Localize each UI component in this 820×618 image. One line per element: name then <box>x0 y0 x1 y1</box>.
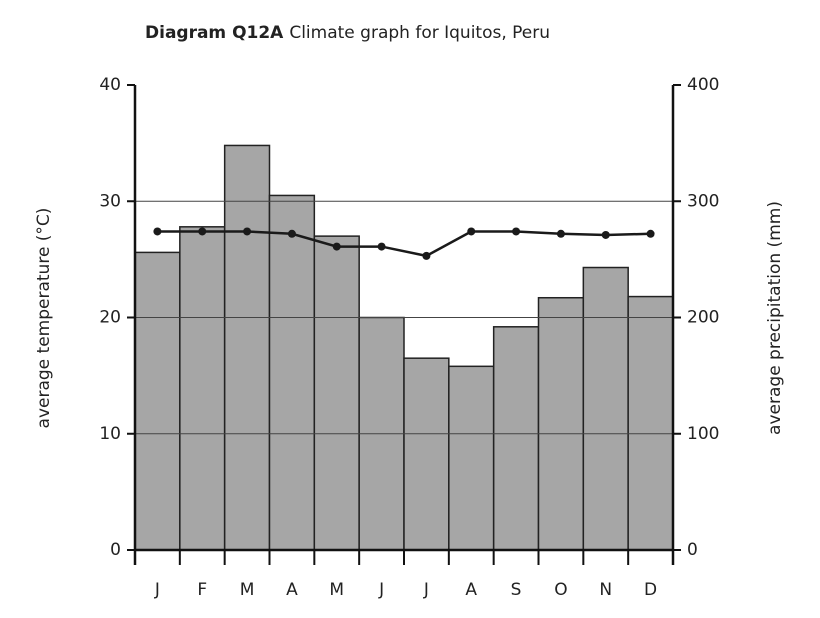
chart-title: Diagram Q12A Climate graph for Iquitos, P… <box>145 23 550 43</box>
x-tick-label: A <box>465 580 477 600</box>
y-tick-label: 0 <box>110 540 121 560</box>
temperature-point <box>287 229 296 238</box>
bar <box>179 226 226 551</box>
y-tick-label: 10 <box>99 424 121 444</box>
temperature-point <box>556 229 565 238</box>
title-text: Climate graph for Iquitos, Peru <box>289 23 550 43</box>
title-label: Diagram Q12A <box>145 23 284 43</box>
temperature-point <box>377 242 386 251</box>
bar <box>627 295 674 551</box>
x-tick-label: M <box>329 580 344 600</box>
bar <box>448 365 495 551</box>
x-tick-label: D <box>644 580 657 600</box>
temperature-point <box>512 227 521 236</box>
bar <box>582 266 629 551</box>
y-tick-label: 40 <box>99 75 121 95</box>
temperature-point <box>198 227 207 236</box>
bar <box>268 194 316 551</box>
temperature-point <box>243 227 252 236</box>
y-axis-label: average temperature (°C) <box>34 208 54 429</box>
y-tick-label: 30 <box>99 191 121 211</box>
y2-tick-label: 200 <box>687 308 719 328</box>
y2-tick-label: 100 <box>687 424 719 444</box>
x-tick-label: N <box>599 580 612 600</box>
bar <box>134 251 181 551</box>
x-tick-label: F <box>197 580 207 600</box>
x-tick-label: M <box>240 580 255 600</box>
temperature-point <box>153 227 162 236</box>
bar <box>223 144 271 551</box>
bar <box>313 235 360 551</box>
x-tick-label: J <box>154 580 160 600</box>
x-tick-label: J <box>378 580 384 600</box>
y-tick-label: 20 <box>99 308 121 328</box>
x-tick-label: O <box>554 580 567 600</box>
x-tick-label: J <box>423 580 429 600</box>
temperature-point <box>467 227 476 236</box>
temperature-line <box>157 230 651 258</box>
y2-axis-label: average precipitation (mm) <box>765 201 785 435</box>
temperature-point <box>601 230 610 239</box>
bar <box>403 357 450 551</box>
x-tick-label: A <box>286 580 298 600</box>
temperature-point <box>332 242 341 251</box>
bar <box>492 326 540 551</box>
y2-tick-label: 400 <box>687 75 719 95</box>
bar <box>537 296 585 551</box>
y2-tick-label: 300 <box>687 191 719 211</box>
temperature-point <box>422 251 431 260</box>
temperature-point <box>646 229 655 238</box>
x-tick-label: S <box>511 580 522 600</box>
y2-tick-label: 0 <box>687 540 698 560</box>
